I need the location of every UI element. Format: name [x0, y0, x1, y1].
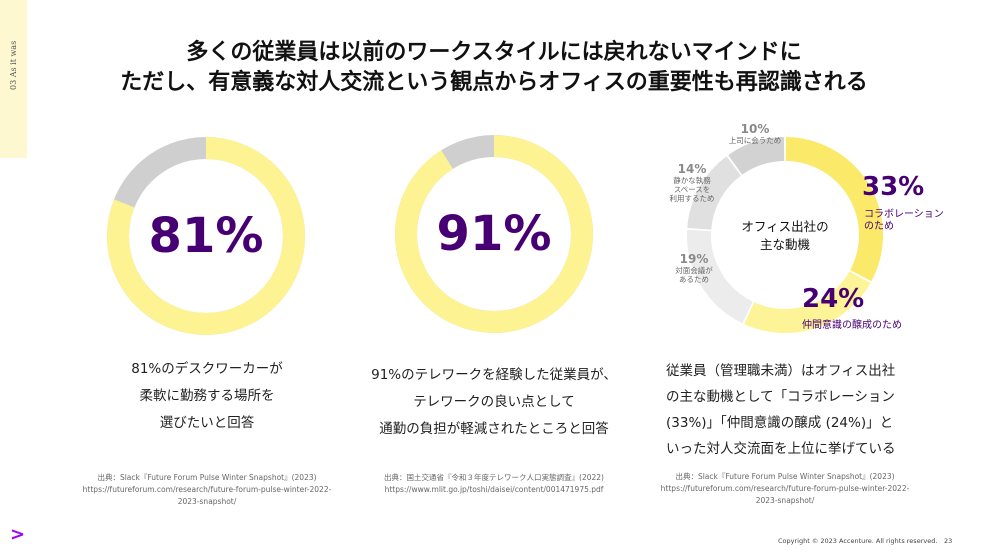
slice-label-14: 14% 静かな執務 スペースを 利用するため: [644, 162, 740, 203]
stat2-caption: 91%のテレワークを経験した従業員が、 テレワークの良い点として 通勤の負担が軽…: [342, 362, 646, 443]
source-link[interactable]: https://www.mlit.go.jp/toshi/daisei/cont…: [384, 485, 604, 494]
donut-slice-33: [785, 137, 883, 282]
donut-slice-10: [728, 137, 785, 175]
slice-label-33-text: コラボレーション のため: [864, 209, 944, 233]
slide-title-line2: ただし、有意義な対人交流という観点からオフィスの重要性も再認識される: [120, 70, 868, 95]
stat1-caption: 81%のデスクワーカーが 柔軟に勤務する場所を 選びたいと回答: [60, 356, 354, 437]
caption-line: 選びたいと回答: [159, 415, 255, 431]
donut-slice-19: [687, 229, 754, 324]
slice-text: スペースを: [673, 185, 711, 194]
caption-line: 従業員（管理職未満）はオフィス出社: [666, 363, 896, 379]
slice-text: のため: [864, 221, 894, 232]
caption-line: 81%のデスクワーカーが: [131, 361, 283, 377]
slice-text: 対面会議が: [675, 266, 713, 275]
stat2-value: 91%: [436, 206, 552, 262]
slide-title-line1: 多くの従業員は以前のワークスタイルには戻れないマインドに: [186, 40, 802, 65]
caption-line: (33%)」「仲間意識の醸成 (24%)」と: [666, 415, 894, 431]
caption-line: 91%のテレワークを経験した従業員が、: [371, 367, 617, 383]
donut-slice-14: [687, 156, 742, 231]
source-line: 出典：国土交通省『令和３年度テレワーク人口実態調査』(2022): [384, 473, 604, 482]
slice-text: 利用するため: [669, 194, 715, 203]
caption-line: テレワークの良い点として: [413, 394, 575, 410]
caption-line: 通勤の負担が軽減されたところと回答: [379, 421, 609, 437]
slice-label-19: 19% 対面会議が あるため: [654, 252, 734, 284]
slice-label-33-pct: 33%: [862, 172, 925, 202]
caption-line: 柔軟に勤務する場所を: [139, 388, 275, 404]
donut-value-arc: [107, 137, 305, 335]
source-link-cont[interactable]: 2023-snapshot/: [177, 497, 237, 506]
section-tab: 03 As it was: [0, 0, 27, 158]
slice-label-10: 10% 上司に会うため: [700, 122, 810, 145]
motivation-donut-chart: [687, 137, 883, 333]
page-number: 23: [944, 537, 953, 545]
caption-line: いった対人交流面を上位に挙げている: [666, 441, 896, 457]
slice-pct: 19%: [679, 252, 709, 266]
source-line: 出典：Slack『Future Forum Pulse Winter Snaps…: [675, 472, 895, 481]
slice-text: コラボレーション: [864, 209, 944, 220]
accenture-logo: >: [10, 524, 26, 545]
chart-source: 出典：Slack『Future Forum Pulse Winter Snaps…: [640, 471, 930, 507]
slice-pct: 10%: [740, 122, 770, 136]
chart-center-label: オフィス出社の 主な動機: [718, 218, 852, 254]
center-label-line: 主な動機: [759, 237, 810, 252]
slice-label-24-text: 仲間意識の醸成のため: [802, 320, 902, 331]
chart-caption: 従業員（管理職未満）はオフィス出社 の主な動機として「コラボレーション (33%…: [666, 358, 926, 462]
slice-label-24-pct: 24%: [802, 284, 865, 314]
copyright: Copyright © 2023 Accenture. All rights r…: [778, 537, 938, 545]
source-line: 出典：Slack『Future Forum Pulse Winter Snaps…: [97, 473, 317, 482]
stat1-value: 81%: [148, 208, 264, 264]
donut-chart-91: [395, 135, 593, 333]
donut-slice-24: [744, 270, 871, 333]
donut-value-arc: [395, 135, 593, 333]
source-link[interactable]: https://futureforum.com/research/future-…: [660, 484, 910, 493]
source-link[interactable]: https://futureforum.com/research/future-…: [82, 485, 332, 494]
stat2-source: 出典：国土交通省『令和３年度テレワーク人口実態調査』(2022) https:/…: [334, 472, 654, 496]
slice-text: あるため: [679, 275, 709, 284]
slice-text: 静かな執務: [673, 176, 711, 185]
slice-pct: 14%: [677, 162, 707, 176]
slice-text: 上司に会うため: [728, 136, 782, 145]
center-label-line: オフィス出社の: [741, 219, 829, 234]
source-link-cont[interactable]: 2023-snapshot/: [755, 496, 815, 505]
caption-line: の主な動機として「コラボレーション: [666, 389, 895, 405]
donut-chart-81: [107, 137, 305, 335]
stat1-source: 出典：Slack『Future Forum Pulse Winter Snaps…: [40, 472, 374, 508]
